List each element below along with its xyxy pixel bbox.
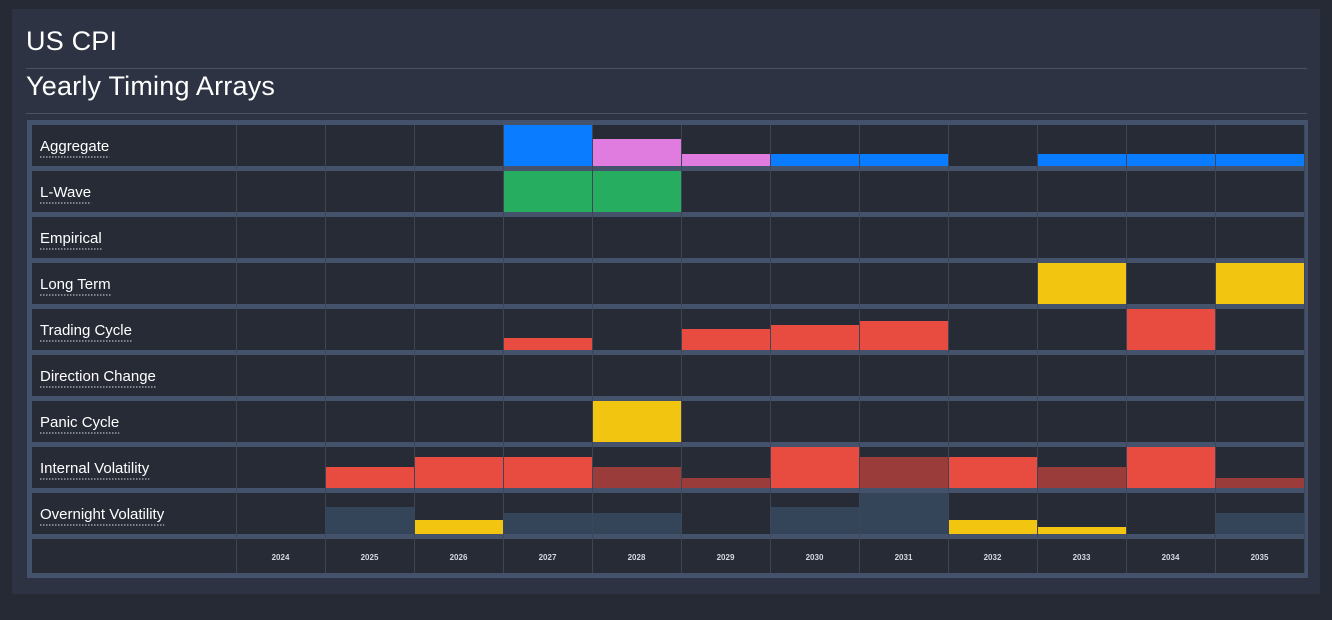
year-tick-label: 2035 [1251,553,1269,562]
row-label: Panic Cycle [40,414,119,431]
timing-bar [592,467,681,488]
timing-bar [859,154,948,166]
timing-bar [770,507,859,534]
timing-bar [681,154,770,166]
timing-bar [681,329,770,350]
timing-bar [1215,263,1304,304]
timing-bar [503,457,592,488]
timing-bar [770,447,859,488]
timing-array-chart: Aggregate L-Wave Empirical Long Term Trading… [27,120,1308,578]
row-label: Aggregate [40,138,109,155]
timing-bar [503,171,592,212]
timing-bar [1126,447,1215,488]
row-label: L-Wave [40,184,91,201]
subtitle-divider [26,113,1307,114]
title-divider [26,68,1307,69]
timing-bar [1126,154,1215,166]
timing-bar [503,338,592,350]
row-label: Trading Cycle [40,322,132,339]
year-tick-label: 2027 [539,553,557,562]
timing-bar [948,520,1037,534]
timing-bar [1215,513,1304,534]
timing-bar [1037,527,1126,534]
row-background [32,309,1304,350]
row-background [32,217,1304,258]
year-axis-background [32,539,1304,573]
row-label: Long Term [40,276,111,293]
timing-bar [1126,309,1215,350]
year-tick-label: 2024 [272,553,290,562]
timing-bar [503,125,592,166]
chart-title: Yearly Timing Arrays [26,71,276,101]
main-panel: US CPI Yearly Timing Arrays Aggregate L-W… [12,9,1320,594]
timing-bar [1215,154,1304,166]
row-label: Overnight Volatility [40,506,165,523]
year-tick-label: 2033 [1073,553,1091,562]
timing-bar [859,457,948,488]
timing-bar [770,154,859,166]
timing-bar [681,478,770,488]
year-tick-label: 2025 [361,553,379,562]
timing-bar [592,139,681,166]
year-tick-label: 2030 [806,553,824,562]
page-title: US CPI [26,26,118,56]
year-tick-label: 2026 [450,553,468,562]
timing-bar [859,321,948,350]
timing-bar [1037,467,1126,488]
timing-bar [948,457,1037,488]
row-label: Empirical [40,230,102,247]
year-tick-label: 2029 [717,553,735,562]
timing-bar [592,513,681,534]
timing-bar [325,467,414,488]
timing-bar [859,493,948,534]
year-tick-label: 2034 [1162,553,1180,562]
year-tick-label: 2028 [628,553,646,562]
timing-bar [503,513,592,534]
row-label: Direction Change [40,368,156,385]
timing-bar [592,401,681,442]
year-tick-label: 2032 [984,553,1002,562]
timing-bar [1037,263,1126,304]
timing-bar [1215,478,1304,488]
timing-bar [1037,154,1126,166]
timing-bar [414,457,503,488]
timing-bar [325,507,414,534]
year-tick-label: 2031 [895,553,913,562]
row-label: Internal Volatility [40,460,150,477]
row-background [32,355,1304,396]
timing-bar [414,520,503,534]
timing-bar [592,171,681,212]
timing-bar [770,325,859,350]
timing-array-svg: Aggregate L-Wave Empirical Long Term Trading… [32,125,1305,573]
